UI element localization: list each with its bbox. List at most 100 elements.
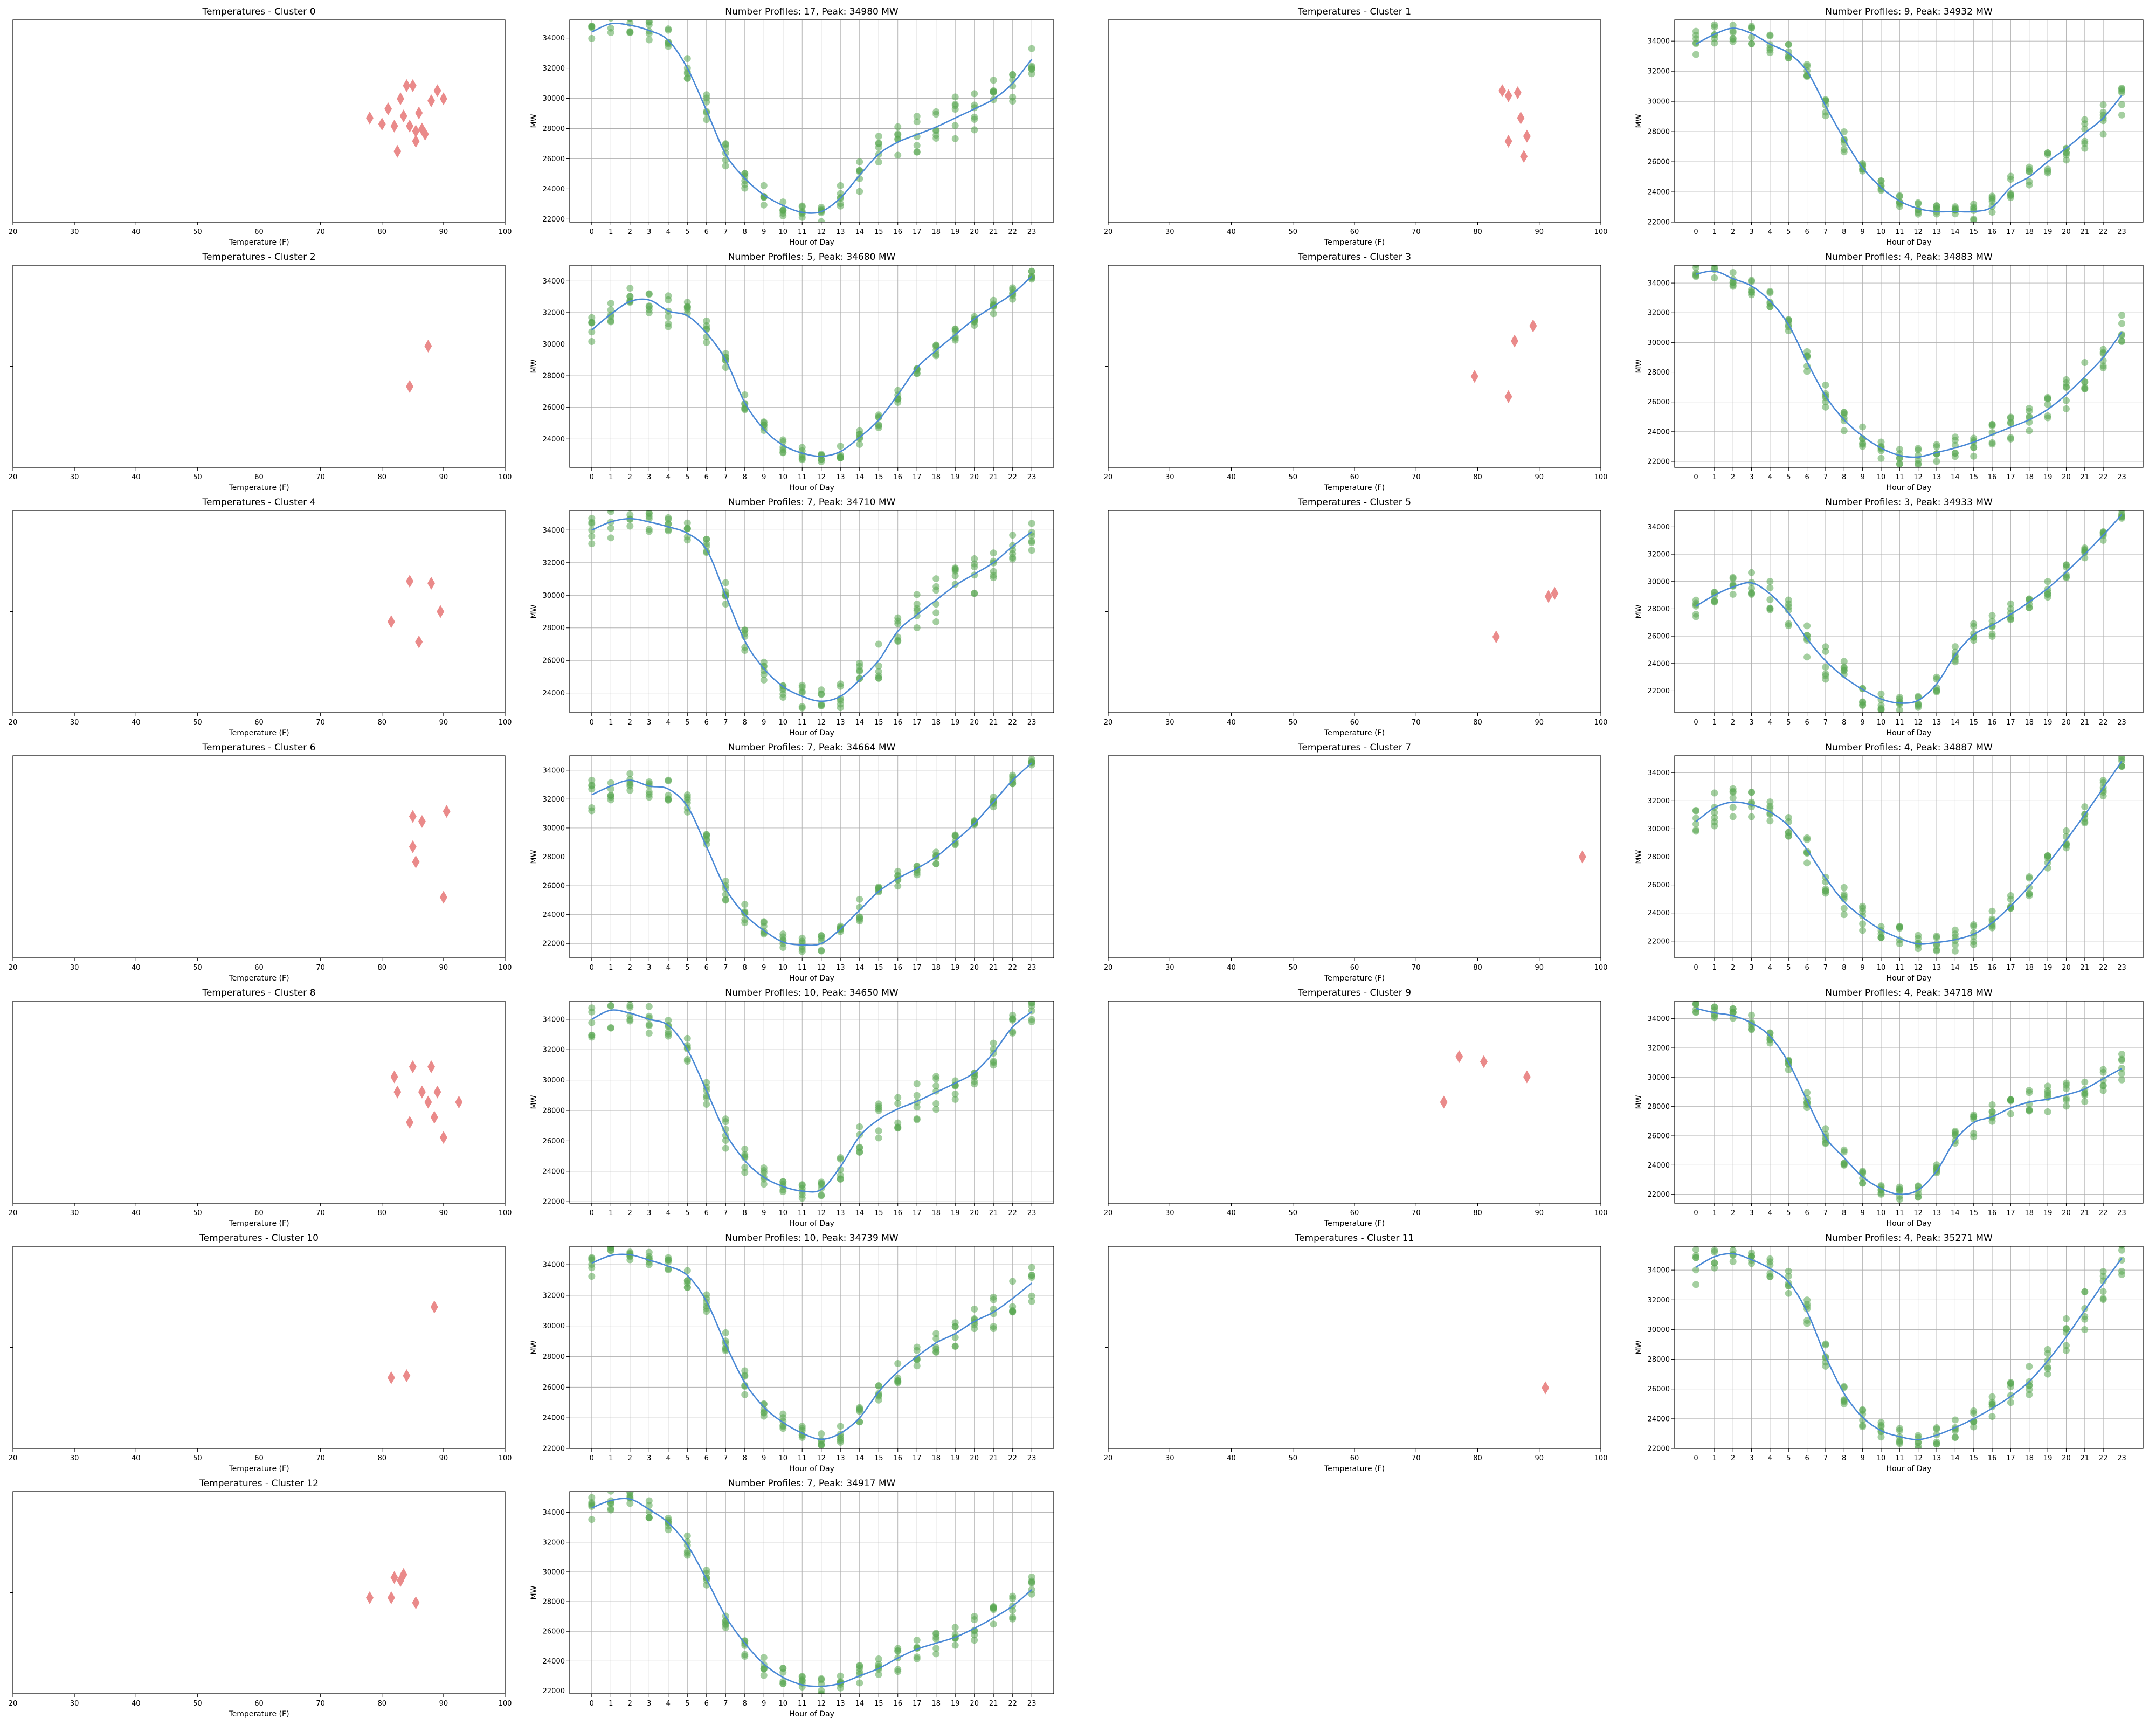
temperature-point xyxy=(406,119,414,133)
profile-point xyxy=(2118,1076,2125,1084)
x-tick-label: 12 xyxy=(1913,719,1923,727)
cluster-8-group: Temperatures - Cluster 820 30 40 50 60 70 80 90… xyxy=(9,988,1054,1228)
mean-profile-line xyxy=(591,762,1033,946)
y-tick-label: 28000 xyxy=(543,1107,565,1115)
profile-point xyxy=(626,1016,634,1023)
profile-point xyxy=(2118,320,2125,327)
x-tick-label: 20 xyxy=(9,964,18,972)
profile-point xyxy=(1692,31,1699,39)
x-tick-label: 100 xyxy=(499,719,512,727)
x-axis-label: Hour of Day xyxy=(1887,1465,1932,1473)
profile-point xyxy=(818,932,825,940)
x-tick-label: 80 xyxy=(1473,1454,1482,1462)
y-axis-label: MW xyxy=(1635,1340,1643,1354)
y-tick-label: 22000 xyxy=(1648,1191,1670,1199)
x-tick-label: 18 xyxy=(2024,1209,2034,1217)
profile-point xyxy=(1840,1398,1848,1405)
x-tick-label: 5 xyxy=(685,964,689,972)
profile-point xyxy=(1915,932,1922,939)
profile-point xyxy=(1988,1117,1996,1125)
profile-point xyxy=(607,991,614,998)
x-tick-label: 80 xyxy=(377,1454,386,1462)
profile-point xyxy=(2118,1267,2125,1275)
profile-point xyxy=(2026,884,2033,892)
profile-point xyxy=(645,30,653,38)
x-tick-label: 40 xyxy=(1227,473,1236,481)
profile-plot-cluster-4: Number Profiles: 7, Peak: 34710 MW0 1 2 3 4 5… xyxy=(530,497,1054,737)
profile-point xyxy=(1028,1274,1035,1281)
x-tick-label: 10 xyxy=(778,1209,787,1217)
temperature-plot-frame xyxy=(12,510,506,713)
x-tick-label: 13 xyxy=(1932,1209,1941,1217)
profile-point xyxy=(951,1342,959,1350)
profile-point xyxy=(1009,532,1017,539)
profile-point xyxy=(741,1367,749,1375)
profile-point xyxy=(741,1372,749,1380)
x-tick-label: 50 xyxy=(1288,719,1297,727)
profile-point xyxy=(818,1430,825,1438)
profile-point xyxy=(741,1164,749,1171)
x-tick-label: 23 xyxy=(1027,228,1036,236)
profile-point xyxy=(1951,206,1959,214)
x-tick-label: 7 xyxy=(723,228,728,236)
x-tick-label: 2 xyxy=(628,473,632,481)
x-tick-label: 19 xyxy=(2043,964,2053,972)
profile-point xyxy=(760,1169,768,1177)
profile-point xyxy=(2007,895,2014,903)
profile-point xyxy=(2007,418,2014,426)
temperature-point xyxy=(433,84,441,98)
x-tick-label: 13 xyxy=(836,228,845,236)
profile-point xyxy=(1729,34,1737,42)
profile-point xyxy=(856,167,863,174)
temperature-point xyxy=(1517,111,1525,125)
profile-point xyxy=(990,1606,997,1613)
x-tick-label: 11 xyxy=(1895,719,1904,727)
profile-plot-title: Number Profiles: 17, Peak: 34980 MW xyxy=(725,6,899,17)
profile-point xyxy=(683,55,691,63)
cluster-6-group: Temperatures - Cluster 620 30 40 50 60 70 80 90… xyxy=(9,742,1054,983)
x-tick-label: 20 xyxy=(9,1209,18,1217)
profile-point xyxy=(913,1116,921,1123)
temperature-plot-frame xyxy=(12,1491,506,1694)
x-tick-label: 3 xyxy=(647,1454,651,1462)
profile-point xyxy=(626,1500,634,1507)
x-tick-label: 1 xyxy=(609,1454,613,1462)
profile-point xyxy=(1988,924,1996,932)
x-tick-label: 4 xyxy=(666,1209,671,1217)
y-tick-label: 26000 xyxy=(1648,881,1670,889)
profile-point xyxy=(1711,1259,1718,1267)
profile-point xyxy=(626,1248,634,1256)
x-tick-label: 10 xyxy=(1877,964,1886,972)
x-tick-label: 8 xyxy=(1842,228,1846,236)
profile-point xyxy=(2118,1257,2125,1264)
profile-point xyxy=(2007,615,2014,623)
profile-point xyxy=(2081,378,2089,385)
y-tick-label: 26000 xyxy=(1648,398,1670,406)
x-tick-label: 20 xyxy=(2062,1454,2071,1462)
temperature-point xyxy=(412,855,420,868)
profile-point xyxy=(1692,1281,1699,1288)
x-tick-label: 17 xyxy=(2006,1454,2015,1462)
y-tick-label: 26000 xyxy=(543,1137,565,1146)
x-tick-label: 3 xyxy=(647,1209,651,1217)
x-tick-label: 15 xyxy=(1969,1209,1978,1217)
x-tick-label: 22 xyxy=(2099,964,2108,972)
profile-point xyxy=(1009,1613,1017,1621)
y-tick-label: 28000 xyxy=(1648,853,1670,861)
profile-point xyxy=(588,526,596,534)
x-tick-label: 5 xyxy=(685,473,689,481)
profile-point xyxy=(2062,561,2070,569)
x-tick-label: 5 xyxy=(685,1209,689,1217)
y-tick-label: 24000 xyxy=(1648,909,1670,917)
x-tick-label: 60 xyxy=(254,228,264,236)
x-tick-label: 90 xyxy=(1535,1454,1544,1462)
x-tick-label: 21 xyxy=(2081,719,2090,727)
profile-point xyxy=(932,583,940,590)
x-tick-label: 15 xyxy=(1969,228,1978,236)
y-tick-label: 26000 xyxy=(543,404,565,412)
x-tick-label: 19 xyxy=(951,228,960,236)
profile-point xyxy=(1822,112,1829,120)
profile-point xyxy=(1933,458,1940,465)
profile-point xyxy=(1730,1238,1737,1245)
x-tick-label: 15 xyxy=(1969,1454,1978,1462)
